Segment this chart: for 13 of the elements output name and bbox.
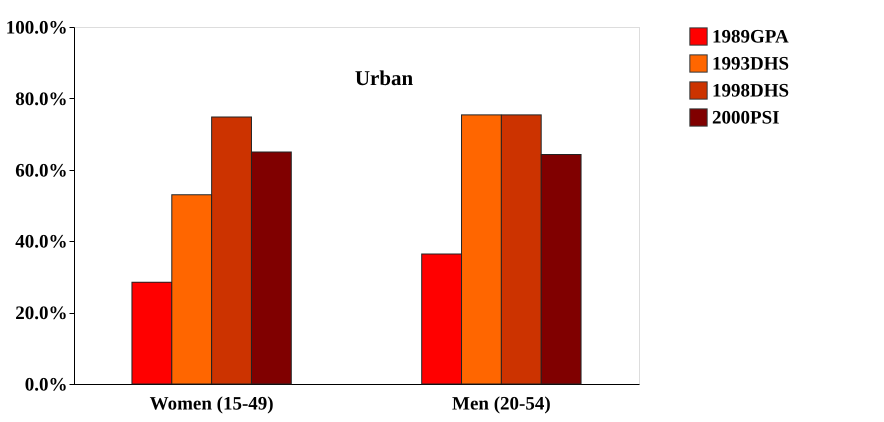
- y-tick-label: 20.0%: [15, 303, 68, 324]
- legend-label: 1993DHS: [712, 54, 790, 74]
- legend-label: 2000PSI: [712, 108, 780, 128]
- text: Urban: [354, 66, 414, 90]
- y-tick-label: 40.0%: [15, 232, 68, 253]
- y-tick-label: 100.0%: [6, 18, 68, 38]
- legend-label: 1989GPA: [712, 26, 789, 48]
- legend-label: 1998DHS: [712, 80, 790, 102]
- y-tick-label: 0.0%: [24, 374, 68, 396]
- y-tick-label: 80.0%: [15, 88, 68, 110]
- y-tick-label: 60.0%: [15, 160, 68, 182]
- x-tick-label: Men (20-54): [452, 394, 551, 414]
- x-tick-label: Women (15-49): [150, 394, 274, 414]
